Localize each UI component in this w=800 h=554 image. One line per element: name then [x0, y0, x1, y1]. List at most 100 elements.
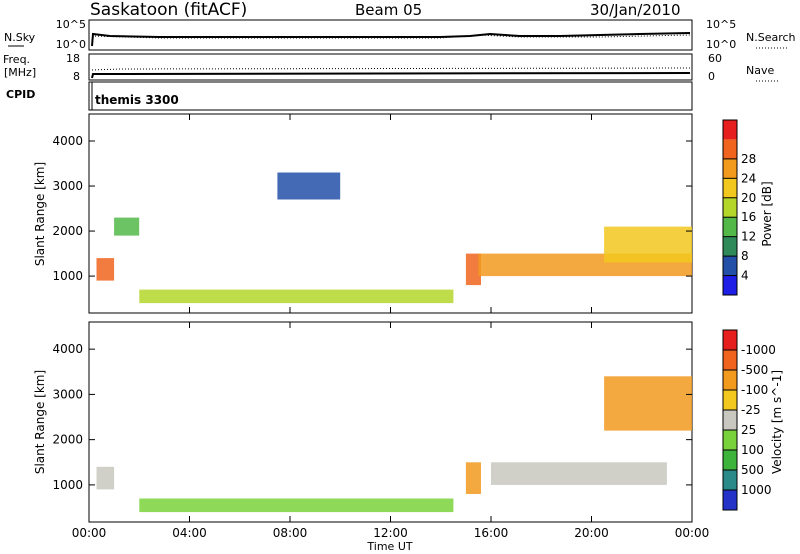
y-tick-label: 2000	[52, 224, 83, 238]
colorbar-tick-label: -100	[741, 383, 768, 397]
power-colorbar: 4 8 12 16 20 24 28	[722, 119, 756, 296]
colorbar-swatch-4	[723, 410, 737, 430]
colorbar-swatch-3	[723, 217, 737, 237]
colorbar-tick-label: 12	[741, 230, 756, 244]
y-tick-label: 1000	[52, 478, 83, 492]
scatter-region-3	[491, 462, 667, 485]
noise-left-label: N.Sky	[4, 31, 36, 44]
colorbar-tick-label: 100	[741, 443, 764, 457]
colorbar-tick-label: 8	[741, 249, 749, 263]
colorbar-swatch-7	[723, 139, 737, 159]
colorbar-swatch-2	[723, 450, 737, 470]
freq-left-label: Freq.	[3, 53, 30, 66]
scatter-region-0	[96, 466, 115, 490]
colorbar-swatch-4	[723, 197, 737, 218]
colorbar-frame	[722, 119, 738, 296]
colorbar-swatch-5	[723, 178, 737, 198]
noise-sky-trace	[91, 32, 691, 47]
colorbar-tick-label: -500	[741, 363, 768, 377]
colorbar-swatch-8	[723, 120, 737, 140]
y-tick-label: 4000	[52, 134, 83, 148]
y-tick-label: 3000	[52, 387, 83, 401]
freq-panel	[88, 53, 693, 81]
noise-panel	[88, 19, 693, 51]
colorbar-tick-label: -1000	[741, 343, 776, 357]
colorbar-swatch-1	[723, 470, 737, 490]
colorbar-tick-label: 24	[741, 171, 756, 185]
colorbar-swatch-8	[723, 330, 737, 350]
x-tick-label: 08:00	[273, 526, 308, 540]
station-title: Saskatoon (fitACF)	[90, 0, 247, 20]
colorbar-swatch-0	[723, 490, 737, 510]
colorbar-tick-label: 25	[741, 423, 756, 437]
freq-left-unit: [MHz]	[4, 66, 36, 79]
velocity-scatter	[96, 376, 692, 513]
freq-left-tick-bottom: 8	[73, 70, 80, 83]
y-tick-label: 1000	[52, 269, 83, 283]
x-axis-ticks: 00:00 04:00 08:00 12:00 16:00 20:00 00:00	[72, 114, 710, 540]
colorbar-tick-label: 4	[741, 269, 749, 283]
noise-right-tick-bottom: 10^0	[706, 38, 736, 51]
cpid-label: CPID	[6, 88, 35, 101]
date-label: 30/Jan/2010	[590, 1, 681, 19]
cpid-panel	[88, 81, 693, 111]
beam-label: Beam 05	[355, 1, 422, 19]
noise-left-tick-bottom: 10^0	[56, 38, 86, 51]
scatter-region-3	[277, 172, 341, 200]
scatter-region-1	[139, 498, 454, 513]
scatter-region-2	[139, 289, 454, 304]
freq-right-tick-bottom: 0	[708, 70, 715, 83]
colorbar-swatch-6	[723, 158, 737, 179]
freq-left-tick-top: 18	[66, 52, 80, 65]
freq-trace	[91, 72, 691, 79]
colorbar-swatch-6	[723, 370, 737, 390]
power-scatter	[96, 172, 692, 304]
velocity-plot-frame	[88, 321, 693, 523]
x-axis-label: Time UT	[366, 540, 412, 553]
x-tick-label: 00:00	[675, 526, 710, 540]
freq-right-label: Nave	[746, 64, 774, 77]
x-tick-label: 04:00	[172, 526, 207, 540]
y-tick-label: 2000	[52, 433, 83, 447]
noise-right-tick-top: 10^5	[706, 18, 736, 31]
colorbar-tick-label: 28	[741, 152, 756, 166]
colorbar-swatch-5	[723, 390, 737, 410]
x-tick-label: 12:00	[373, 526, 408, 540]
cpid-program: themis 3300	[95, 93, 179, 107]
scatter-region-1	[114, 217, 140, 236]
colorbar-frame	[722, 329, 738, 511]
colorbar-tick-label: 20	[741, 191, 756, 205]
noise-right-label: N.Search	[746, 31, 796, 44]
colorbar-tick-label: 1000	[741, 483, 772, 497]
noise-left-tick-top: 10^5	[56, 18, 86, 31]
scatter-region-0	[96, 258, 115, 281]
x-tick-label: 16:00	[474, 526, 509, 540]
colorbar-swatch-7	[723, 350, 737, 370]
colorbar-swatch-1	[723, 256, 737, 276]
velocity-colorbar: 1000 500 100 25 -25 -100 -500 -1000	[722, 329, 776, 511]
colorbar-swatch-3	[723, 430, 737, 450]
velocity-y-axis-label: Slant Range [km]	[33, 370, 47, 474]
power-y-axis-label: Slant Range [km]	[33, 162, 47, 266]
y-tick-label: 4000	[52, 342, 83, 356]
x-tick-label: 00:00	[72, 526, 107, 540]
power-panel: 1000 2000 3000 4000 Slant Range [km] 4 8 12 16…	[33, 113, 774, 314]
scatter-region-6	[604, 226, 692, 263]
colorbar-tick-label: 16	[741, 210, 756, 224]
colorbar-swatch-0	[723, 275, 737, 295]
velocity-y-ticks: 1000 2000 3000 4000	[52, 342, 692, 492]
freq-right-tick-top: 60	[708, 52, 722, 65]
power-colorbar-label: Power [dB]	[760, 181, 774, 246]
power-plot-frame	[88, 113, 693, 314]
velocity-panel: 1000 2000 3000 4000 Slant Range [km] 1000 50…	[33, 321, 784, 523]
colorbar-swatch-2	[723, 236, 737, 257]
scatter-region-4	[465, 253, 481, 286]
velocity-colorbar-label: Velocity [m s^-1]	[770, 370, 784, 474]
scatter-region-4	[604, 376, 692, 431]
nave-trace	[91, 67, 691, 71]
y-tick-label: 3000	[52, 179, 83, 193]
colorbar-tick-label: -25	[741, 403, 761, 417]
scatter-region-2	[465, 462, 481, 494]
power-y-ticks: 1000 2000 3000 4000	[52, 134, 692, 283]
